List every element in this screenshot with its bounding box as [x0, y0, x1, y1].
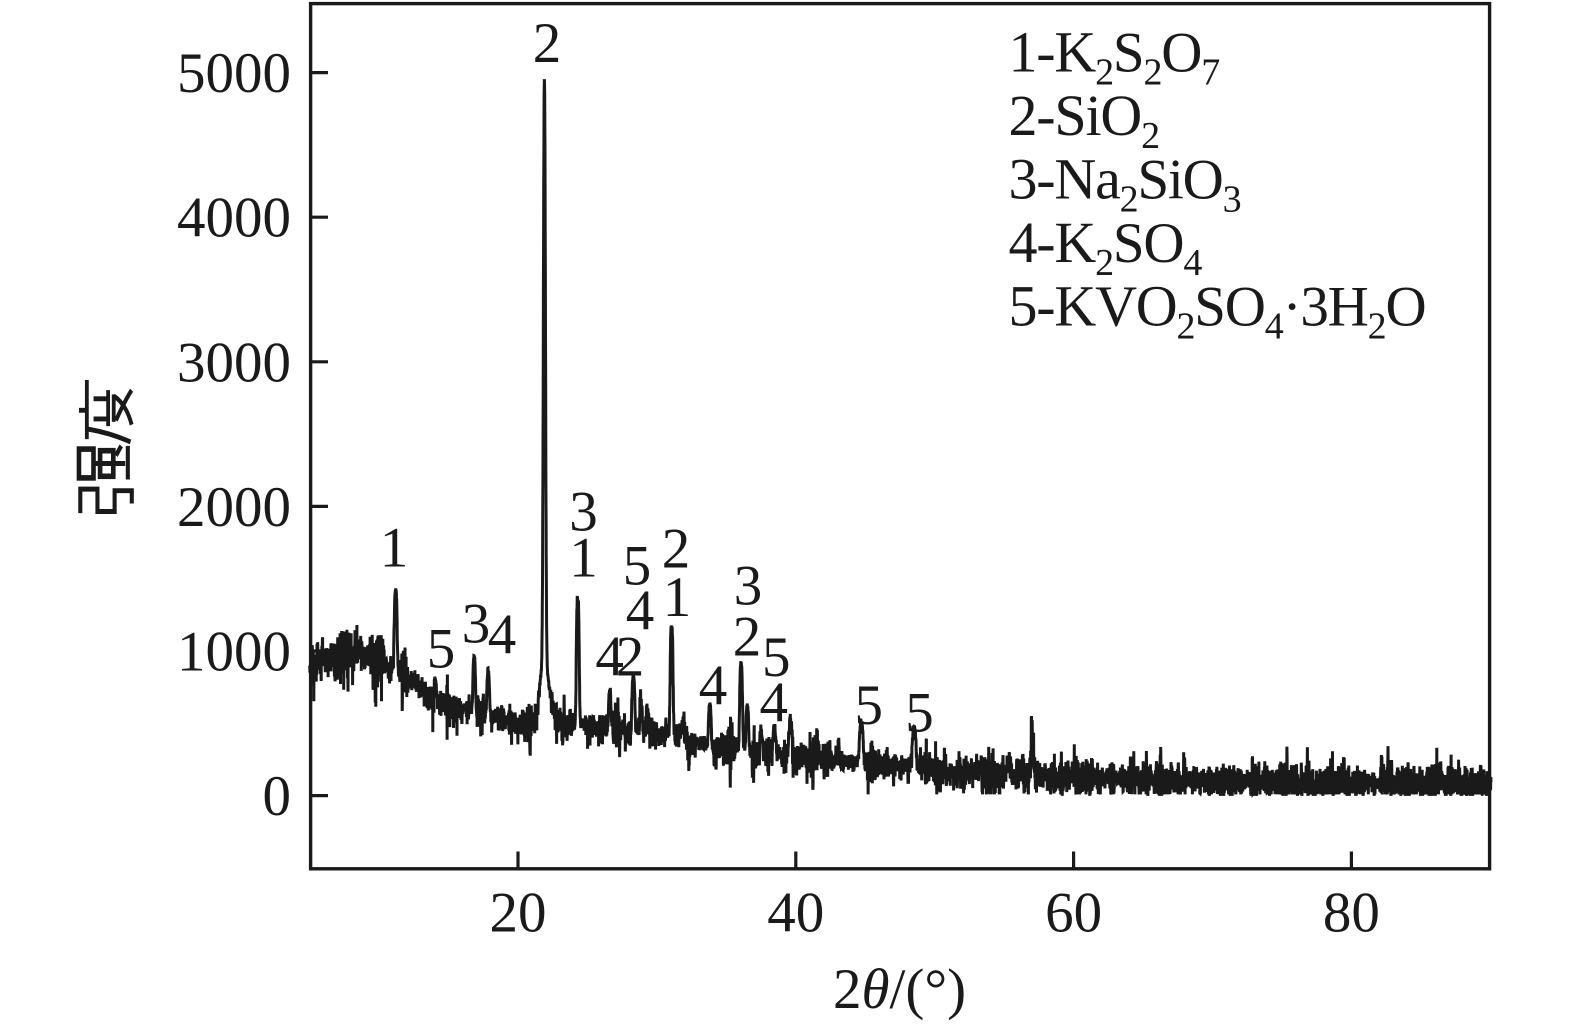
svg-text:5: 5	[854, 674, 883, 737]
svg-text:2: 2	[533, 12, 562, 75]
svg-text:5: 5	[762, 626, 791, 689]
svg-text:1: 1	[569, 527, 598, 590]
svg-text:3: 3	[734, 555, 763, 618]
svg-text:1: 1	[380, 517, 409, 580]
svg-text:5-KVO2SO4·3H2O: 5-KVO2SO4·3H2O	[1009, 274, 1426, 348]
svg-text:5: 5	[623, 535, 652, 598]
svg-text:3: 3	[462, 593, 491, 656]
svg-text:5: 5	[905, 682, 934, 745]
svg-text:3000: 3000	[177, 331, 291, 394]
svg-text:1-K2S2O7: 1-K2S2O7	[1009, 20, 1220, 94]
svg-text:4: 4	[595, 626, 624, 689]
svg-text:40: 40	[767, 882, 824, 945]
svg-text:2-SiO2: 2-SiO2	[1009, 83, 1159, 157]
svg-text:4: 4	[699, 655, 728, 718]
svg-text:2: 2	[662, 518, 691, 581]
svg-text:1: 1	[663, 566, 692, 629]
svg-text:80: 80	[1323, 882, 1380, 945]
svg-text:5000: 5000	[177, 42, 291, 105]
svg-text:4000: 4000	[177, 187, 291, 250]
svg-text:2: 2	[616, 626, 645, 689]
svg-text:5: 5	[427, 618, 456, 681]
svg-text:60: 60	[1045, 882, 1102, 945]
svg-text:2000: 2000	[177, 476, 291, 539]
svg-text:3-Na2SiO3: 3-Na2SiO3	[1009, 147, 1241, 221]
svg-text:0: 0	[263, 765, 292, 828]
svg-text:20: 20	[490, 882, 547, 945]
svg-text:4: 4	[626, 580, 655, 643]
svg-text:4: 4	[488, 604, 517, 667]
svg-text:4: 4	[759, 672, 788, 735]
svg-text:2: 2	[733, 606, 762, 669]
svg-text:3: 3	[569, 481, 598, 544]
svg-text:2θ/(°): 2θ/(°)	[833, 958, 966, 1021]
svg-text:1000: 1000	[177, 621, 291, 684]
